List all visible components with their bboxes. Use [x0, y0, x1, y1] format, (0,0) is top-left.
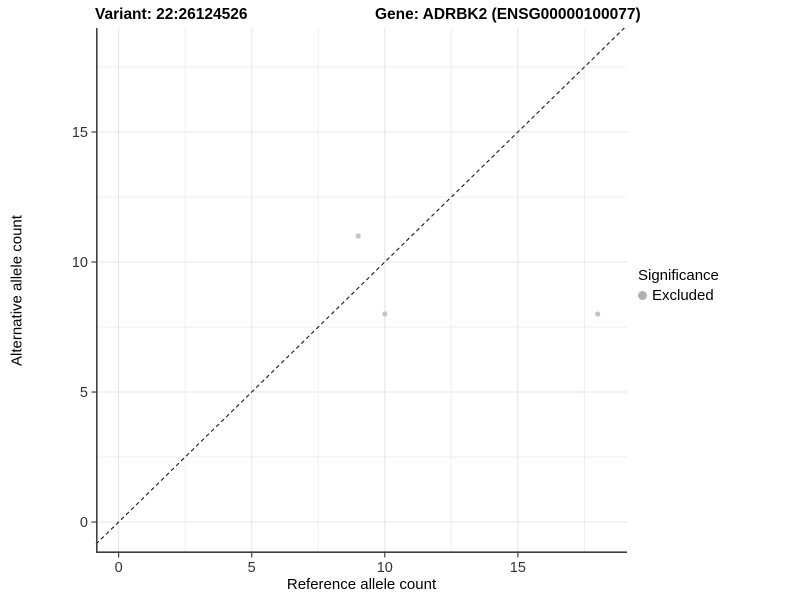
x-tick-label: 0 — [115, 560, 123, 576]
variant-title: Variant: 22:26124526 — [95, 6, 248, 23]
x-tick-label: 10 — [377, 560, 393, 576]
identity-line — [95, 27, 625, 545]
legend: Significance Excluded — [638, 267, 719, 304]
data-point — [382, 311, 388, 317]
legend-item-excluded: Excluded — [638, 287, 719, 304]
x-tick-label: 5 — [248, 560, 256, 576]
y-axis-label: Alternative allele count — [8, 215, 26, 366]
y-tick-label: 15 — [72, 125, 88, 141]
y-tick-label: 10 — [72, 255, 88, 271]
y-tick-label: 0 — [80, 515, 88, 531]
x-axis-label: Reference allele count — [286, 576, 437, 593]
gene-title: Gene: ADRBK2 (ENSG00000100077) — [375, 6, 641, 23]
legend-title: Significance — [638, 267, 719, 284]
x-tick-label: 15 — [510, 560, 526, 576]
scatter-plot-panel: 0 5 10 15 0 5 10 15 — [72, 27, 627, 576]
y-tick-label: 5 — [80, 385, 88, 401]
data-point — [595, 311, 601, 317]
data-point — [355, 233, 361, 239]
legend-point-icon — [638, 291, 647, 300]
legend-item-label: Excluded — [652, 287, 714, 304]
